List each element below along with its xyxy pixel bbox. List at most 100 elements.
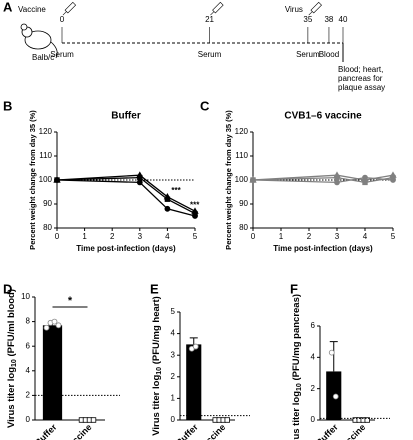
- y-tick-label: 90: [239, 199, 248, 208]
- marker: [43, 324, 50, 331]
- x-tick-label: 2: [110, 232, 115, 241]
- significance-label: *: [68, 295, 73, 307]
- vaccine-label: Vaccine: [18, 5, 46, 14]
- endpoint-label: Blood; heart,: [338, 65, 383, 74]
- marker: [328, 349, 335, 356]
- mouse-icon: [20, 23, 58, 59]
- x-tick-label: Buffer: [33, 422, 59, 440]
- y-tick-label: 4: [171, 329, 176, 338]
- syringe-icon: [210, 1, 224, 16]
- marker: [333, 171, 341, 178]
- panel-label: C: [200, 98, 210, 113]
- series-line: [56, 179, 196, 217]
- marker: [55, 322, 62, 329]
- endpoint-label: pancreas for: [338, 74, 383, 83]
- marker: [90, 417, 97, 423]
- y-tick-label: 0: [171, 415, 176, 424]
- y-tick-label: 110: [39, 151, 52, 160]
- panel-label: B: [3, 98, 12, 113]
- x-axis-label: Time post-infection (days): [273, 244, 373, 253]
- marker: [224, 417, 230, 423]
- syringe-needle: [62, 11, 67, 16]
- panel-label: D: [3, 281, 12, 296]
- x-tick-label: Buffer: [314, 422, 340, 440]
- x-tick-label: 0: [55, 232, 60, 241]
- y-axis-label: Virus titer log10 (PFU/mg heart): [151, 296, 164, 436]
- x-tick-label: 5: [193, 232, 198, 241]
- y-axis-label: Percent weight change from day 35 (%): [224, 110, 233, 250]
- x-tick-label: 2: [307, 232, 312, 241]
- y-tick-label: 10: [21, 292, 30, 301]
- marker: [334, 179, 340, 186]
- x-tick-label: Vaccine: [197, 422, 228, 440]
- day-label: 38: [324, 15, 333, 24]
- sample-label: Serum: [198, 50, 222, 59]
- marker: [249, 176, 257, 183]
- y-tick-label: 5: [171, 307, 176, 316]
- x-tick-label: 5: [391, 232, 396, 241]
- y-tick-label: 100: [39, 175, 53, 184]
- day-label: 21: [205, 15, 214, 24]
- x-tick-label: 3: [138, 232, 143, 241]
- bar: [42, 325, 63, 420]
- y-tick-label: 2: [311, 384, 316, 393]
- syringe-needle: [308, 11, 313, 16]
- marker: [53, 176, 61, 183]
- error-bar: [189, 337, 198, 345]
- x-tick-label: Vaccine: [63, 422, 94, 440]
- series-line: [252, 176, 394, 184]
- bar: [186, 344, 202, 420]
- y-tick-label: 0: [311, 415, 316, 424]
- y-tick-label: 1: [171, 394, 176, 403]
- marker: [192, 343, 199, 350]
- annotation: ***: [190, 200, 200, 209]
- y-axis-label: Virus titer log10 (PFU/mg pancreas): [291, 294, 304, 440]
- y-tick-label: 4: [311, 352, 316, 361]
- marker: [51, 318, 58, 325]
- x-tick-label: 1: [279, 232, 284, 241]
- y-tick-label: 90: [43, 199, 52, 208]
- x-tick-label: Buffer: [174, 422, 200, 440]
- y-axis-label-part: 10: [156, 367, 163, 375]
- panel-label: E: [150, 281, 159, 296]
- marker: [136, 171, 144, 178]
- syringe-needle: [210, 11, 215, 16]
- y-axis-label: Percent weight change from day 35 (%): [28, 110, 37, 250]
- series-line: [252, 174, 394, 181]
- panel-label: A: [3, 0, 13, 14]
- y-axis-label-part: (PFU/mg heart): [151, 296, 162, 367]
- subject-label: Balb/c: [32, 53, 54, 62]
- endpoint-label: plaque assay: [338, 83, 385, 92]
- y-axis-label-part: 10: [296, 383, 303, 391]
- x-tick-label: 3: [335, 232, 340, 241]
- x-tick-label: 1: [82, 232, 87, 241]
- sample-label: Serum: [50, 50, 74, 59]
- chart-title: CVB1–6 vaccine: [284, 111, 362, 122]
- marker: [332, 393, 339, 400]
- y-tick-label: 2: [171, 372, 176, 381]
- y-axis-label: Virus titer log10 (PFU/ml blood): [6, 289, 19, 428]
- x-tick-label: 0: [251, 232, 256, 241]
- day-label: 0: [60, 15, 65, 24]
- syringe-body: [310, 1, 322, 14]
- y-axis-label-part: (PFU/mg pancreas): [291, 294, 302, 383]
- sample-label: Blood: [319, 50, 339, 59]
- y-tick-label: 8: [26, 317, 31, 326]
- marker: [163, 192, 172, 200]
- y-tick-label: 80: [43, 223, 52, 232]
- series-line: [56, 174, 196, 212]
- series-line: [56, 176, 196, 215]
- syringe-icon: [308, 1, 322, 16]
- marker: [164, 205, 171, 212]
- y-axis-label-part: (PFU/ml blood): [6, 289, 17, 359]
- annotation: ***: [171, 186, 181, 195]
- y-tick-label: 110: [235, 151, 248, 160]
- y-axis-label-part: Virus titer log: [291, 391, 302, 440]
- marker: [364, 417, 370, 423]
- sample-label: Serum: [296, 50, 320, 59]
- x-axis-label: Time post-infection (days): [76, 244, 176, 253]
- y-tick-label: 0: [26, 415, 31, 424]
- marker: [389, 171, 397, 178]
- syringe-icon: [62, 1, 77, 16]
